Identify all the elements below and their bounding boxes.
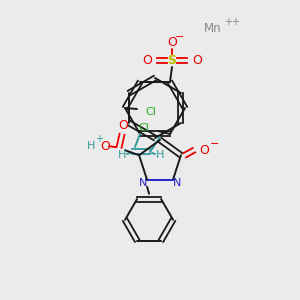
Text: N: N — [173, 178, 181, 188]
Text: Cl: Cl — [139, 123, 149, 133]
Text: S: S — [167, 53, 176, 67]
Text: Cl: Cl — [146, 107, 156, 117]
Text: H: H — [156, 150, 164, 160]
Text: Mn: Mn — [204, 22, 222, 34]
Text: +: + — [95, 134, 103, 144]
Text: O: O — [100, 140, 110, 153]
Text: O: O — [192, 53, 202, 67]
Text: −: − — [175, 32, 185, 42]
Text: O: O — [167, 35, 177, 49]
Text: N: N — [139, 178, 147, 188]
Text: O: O — [118, 119, 128, 132]
Text: −: − — [210, 139, 220, 149]
Text: ++: ++ — [224, 17, 240, 27]
Text: O: O — [142, 53, 152, 67]
Text: O: O — [199, 144, 209, 157]
Text: H: H — [118, 150, 126, 160]
Text: H: H — [87, 141, 95, 151]
